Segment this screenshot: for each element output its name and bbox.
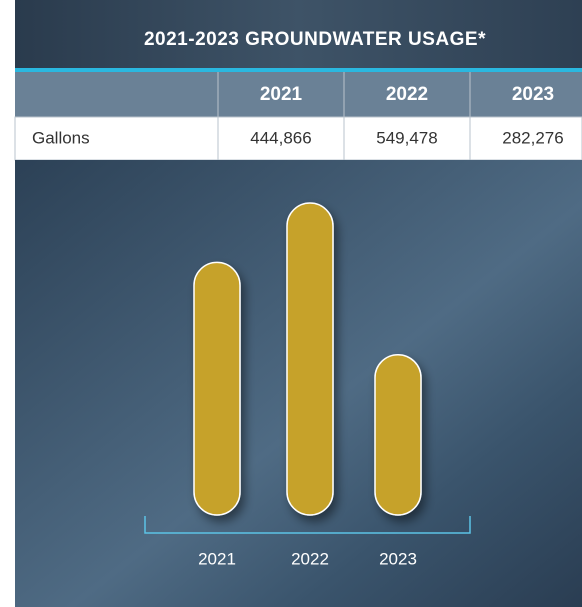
column-header: 2022 bbox=[386, 84, 428, 105]
table-header bbox=[15, 72, 582, 117]
x-tick-label: 2023 bbox=[379, 549, 417, 568]
bar bbox=[374, 353, 422, 516]
table-cell: 549,478 bbox=[376, 128, 437, 147]
table-cell: 444,866 bbox=[250, 128, 311, 147]
bar bbox=[286, 202, 334, 516]
column-header: 2023 bbox=[512, 84, 554, 105]
x-tick-label: 2021 bbox=[198, 549, 236, 568]
column-header: 2021 bbox=[260, 84, 303, 105]
row-label: Gallons bbox=[32, 128, 90, 147]
table-row bbox=[14, 116, 582, 161]
chart-title: 2021-2023 GROUNDWATER USAGE* bbox=[144, 29, 486, 50]
x-tick-label: 2022 bbox=[291, 549, 329, 568]
bar bbox=[193, 261, 241, 516]
title-bar bbox=[15, 0, 582, 70]
table-cell: 282,276 bbox=[502, 128, 563, 147]
axis-bracket bbox=[144, 516, 471, 534]
accent-line bbox=[15, 68, 582, 72]
